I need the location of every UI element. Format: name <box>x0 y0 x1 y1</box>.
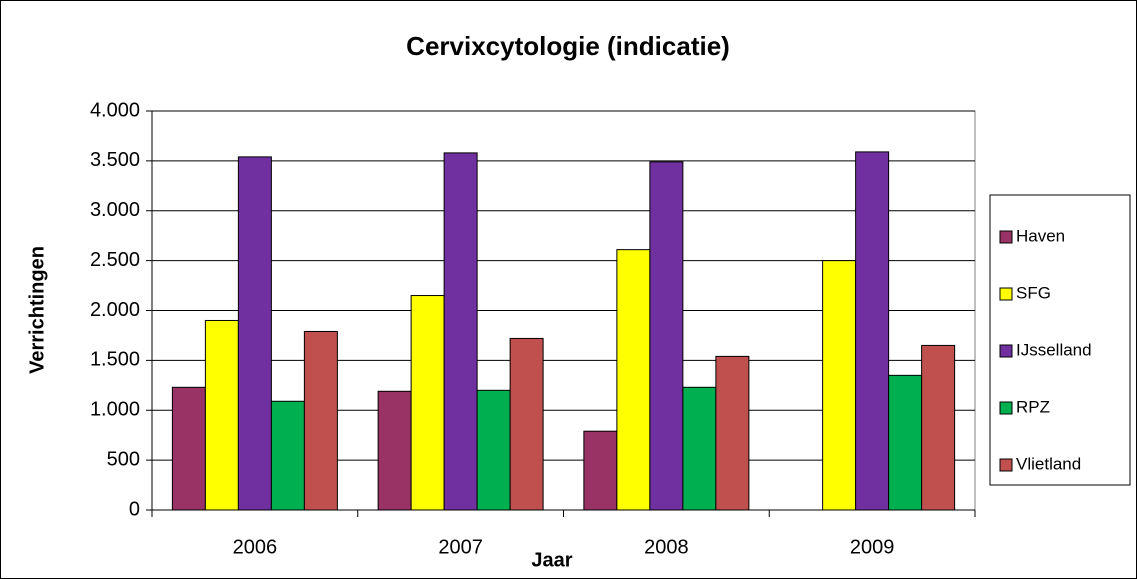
y-tick-label: 500 <box>107 448 140 470</box>
legend-label: Haven <box>1016 226 1065 245</box>
x-tick-label: 2008 <box>644 536 689 558</box>
bar <box>509 337 544 511</box>
legend-label: RPZ <box>1016 397 1050 416</box>
bar <box>204 319 239 511</box>
legend-label: Vlietland <box>1016 454 1081 473</box>
y-tick-label: 2.500 <box>90 249 140 271</box>
legend-label: SFG <box>1016 283 1051 302</box>
legend-swatch <box>999 401 1013 415</box>
y-tick-label: 0 <box>129 498 140 520</box>
bar <box>377 390 412 511</box>
bar <box>476 389 511 511</box>
bar <box>682 386 717 511</box>
chart-title: Cervixcytologie (indicatie) <box>406 31 730 61</box>
bar <box>443 152 478 511</box>
y-tick-label: 3.000 <box>90 199 140 221</box>
y-tick-label: 1.000 <box>90 399 140 421</box>
legend-swatch <box>999 458 1013 472</box>
bar <box>583 430 618 511</box>
bar <box>855 151 890 511</box>
y-tick-label: 1.500 <box>90 349 140 371</box>
legend-swatch <box>999 344 1013 358</box>
bar <box>715 355 750 511</box>
x-axis-label: Jaar <box>531 549 572 571</box>
bar <box>649 161 684 511</box>
y-axis-label: Verrichtingen <box>26 246 48 374</box>
x-tick-label: 2009 <box>850 536 895 558</box>
x-tick-label: 2007 <box>438 536 483 558</box>
bar <box>171 386 206 511</box>
y-tick-label: 4.000 <box>90 99 140 121</box>
bar <box>888 374 923 511</box>
bar <box>410 295 445 511</box>
bar <box>822 260 857 511</box>
bar <box>921 344 956 511</box>
bar <box>237 156 272 511</box>
bar <box>270 400 305 511</box>
legend-swatch <box>999 287 1013 301</box>
y-tick-label: 2.000 <box>90 299 140 321</box>
legend-label: IJsselland <box>1016 340 1092 359</box>
legend <box>989 194 1131 486</box>
legend-swatch <box>999 230 1013 244</box>
y-tick-label: 3.500 <box>90 149 140 171</box>
x-tick-label: 2006 <box>233 536 278 558</box>
bar <box>616 249 651 511</box>
bar <box>303 330 338 511</box>
